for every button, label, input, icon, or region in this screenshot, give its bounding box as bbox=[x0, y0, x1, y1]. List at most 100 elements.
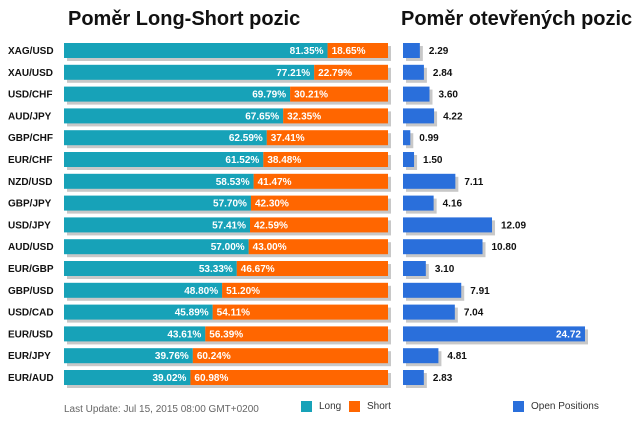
legend-short-label: Short bbox=[367, 401, 391, 412]
label-open-usd-chf: 3.60 bbox=[439, 90, 459, 101]
last-update-text: Last Update: Jul 15, 2015 08:00 GMT+0200 bbox=[64, 404, 259, 415]
category-label-eur-aud: EUR/AUD bbox=[8, 373, 54, 384]
label-short-xag-usd: 18.65% bbox=[332, 46, 366, 57]
label-long-aud-usd: 57.00% bbox=[211, 242, 245, 253]
bar-open-aud-usd bbox=[403, 239, 483, 255]
bar-open-eur-chf bbox=[403, 152, 415, 167]
label-open-nzd-usd: 7.11 bbox=[464, 177, 483, 188]
bar-long-gbp-usd bbox=[64, 282, 223, 298]
label-short-xau-usd: 22.79% bbox=[318, 68, 352, 79]
bar-long-usd-cad bbox=[64, 304, 213, 320]
bar-short-usd-chf bbox=[290, 86, 388, 102]
bar-long-eur-jpy bbox=[64, 348, 193, 364]
label-long-eur-chf: 61.52% bbox=[225, 155, 259, 166]
category-label-aud-jpy: AUD/JPY bbox=[8, 111, 52, 122]
bar-short-eur-usd bbox=[205, 326, 388, 342]
bar-open-nzd-usd bbox=[403, 173, 456, 189]
label-open-gbp-usd: 7.91 bbox=[470, 286, 490, 297]
bar-open-usd-chf bbox=[403, 86, 430, 102]
label-short-usd-chf: 30.21% bbox=[294, 90, 328, 101]
bar-short-usd-cad bbox=[212, 304, 388, 320]
bar-open-usd-cad bbox=[403, 304, 455, 320]
label-long-eur-jpy: 39.76% bbox=[155, 351, 189, 362]
label-short-eur-gbp: 46.67% bbox=[241, 264, 275, 275]
label-long-eur-aud: 39.02% bbox=[153, 373, 187, 384]
bar-long-aud-usd bbox=[64, 239, 249, 255]
bar-short-eur-aud bbox=[190, 370, 388, 385]
label-short-gbp-jpy: 42.30% bbox=[255, 199, 289, 210]
bar-long-nzd-usd bbox=[64, 173, 254, 189]
category-label-gbp-chf: GBP/CHF bbox=[8, 133, 53, 144]
bar-short-gbp-jpy bbox=[250, 195, 388, 211]
bar-open-gbp-chf bbox=[403, 130, 411, 146]
category-label-gbp-usd: GBP/USD bbox=[8, 286, 54, 297]
bar-short-nzd-usd bbox=[253, 173, 388, 189]
bar-long-usd-chf bbox=[64, 86, 291, 102]
bar-long-gbp-chf bbox=[64, 130, 267, 146]
bar-long-aud-jpy bbox=[64, 108, 284, 124]
category-label-nzd-usd: NZD/USD bbox=[8, 177, 52, 188]
bar-short-eur-jpy bbox=[192, 348, 388, 364]
label-short-nzd-usd: 41.47% bbox=[258, 177, 292, 188]
bar-long-eur-gbp bbox=[64, 261, 237, 276]
label-open-eur-aud: 2.83 bbox=[433, 373, 453, 384]
bar-short-usd-jpy bbox=[250, 217, 388, 233]
label-long-aud-jpy: 67.65% bbox=[245, 111, 279, 122]
label-long-eur-usd: 43.61% bbox=[167, 329, 201, 340]
bar-long-xau-usd bbox=[64, 64, 315, 80]
category-label-usd-cad: USD/CAD bbox=[8, 308, 54, 319]
long-short-chart-title: Poměr Long-Short pozic bbox=[68, 8, 301, 30]
bar-short-gbp-chf bbox=[266, 130, 388, 146]
label-long-nzd-usd: 58.53% bbox=[216, 177, 250, 188]
bar-open-eur-usd bbox=[403, 326, 585, 342]
bar-open-eur-jpy bbox=[403, 348, 439, 364]
bar-open-aud-jpy bbox=[403, 108, 435, 124]
category-label-xau-usd: XAU/USD bbox=[8, 68, 53, 79]
category-label-aud-usd: AUD/USD bbox=[8, 242, 54, 253]
bar-open-xag-usd bbox=[403, 43, 420, 58]
category-label-eur-jpy: EUR/JPY bbox=[8, 351, 51, 362]
label-open-xag-usd: 2.29 bbox=[429, 46, 449, 57]
label-open-eur-gbp: 3.10 bbox=[435, 264, 455, 275]
label-long-xau-usd: 77.21% bbox=[276, 68, 310, 79]
category-label-eur-usd: EUR/USD bbox=[8, 329, 53, 340]
open-positions-chart-title: Poměr otevřených pozic bbox=[401, 8, 633, 30]
label-long-xag-usd: 81.35% bbox=[290, 46, 324, 57]
legend-long: Long bbox=[301, 401, 341, 412]
bar-open-eur-gbp bbox=[403, 261, 426, 276]
bar-open-gbp-usd bbox=[403, 282, 462, 298]
bar-short-xag-usd bbox=[327, 43, 388, 58]
bar-short-eur-gbp bbox=[236, 261, 388, 276]
label-short-usd-cad: 54.11% bbox=[217, 308, 250, 319]
label-short-eur-jpy: 60.24% bbox=[197, 351, 231, 362]
bar-short-eur-chf bbox=[263, 152, 388, 167]
category-label-usd-chf: USD/CHF bbox=[8, 90, 52, 101]
bar-long-eur-usd bbox=[64, 326, 206, 342]
label-open-usd-jpy: 12.09 bbox=[501, 220, 526, 231]
category-label-usd-jpy: USD/JPY bbox=[8, 220, 51, 231]
label-open-eur-chf: 1.50 bbox=[423, 155, 443, 166]
bar-long-gbp-jpy bbox=[64, 195, 251, 211]
label-open-gbp-chf: 0.99 bbox=[419, 133, 439, 144]
label-short-aud-usd: 43.00% bbox=[253, 242, 287, 253]
bar-long-usd-jpy bbox=[64, 217, 251, 233]
label-open-usd-cad: 7.04 bbox=[464, 308, 484, 319]
bar-open-xau-usd bbox=[403, 64, 424, 80]
label-long-gbp-jpy: 57.70% bbox=[213, 199, 247, 210]
bar-open-gbp-jpy bbox=[403, 195, 434, 211]
label-open-eur-usd: 24.72 bbox=[556, 329, 581, 340]
label-open-aud-jpy: 4.22 bbox=[443, 111, 463, 122]
label-short-eur-chf: 38.48% bbox=[267, 155, 301, 166]
category-label-gbp-jpy: GBP/JPY bbox=[8, 199, 52, 210]
category-label-xag-usd: XAG/USD bbox=[8, 46, 54, 57]
label-short-eur-usd: 56.39% bbox=[209, 329, 243, 340]
label-long-usd-chf: 69.79% bbox=[252, 90, 286, 101]
label-long-gbp-chf: 62.59% bbox=[229, 133, 263, 144]
label-short-eur-aud: 60.98% bbox=[194, 373, 228, 384]
label-open-xau-usd: 2.84 bbox=[433, 68, 453, 79]
legend-long-swatch bbox=[301, 401, 312, 412]
legend-open-positions: Open Positions bbox=[513, 401, 599, 412]
label-short-aud-jpy: 32.35% bbox=[287, 111, 321, 122]
legend-short-swatch bbox=[349, 401, 360, 412]
